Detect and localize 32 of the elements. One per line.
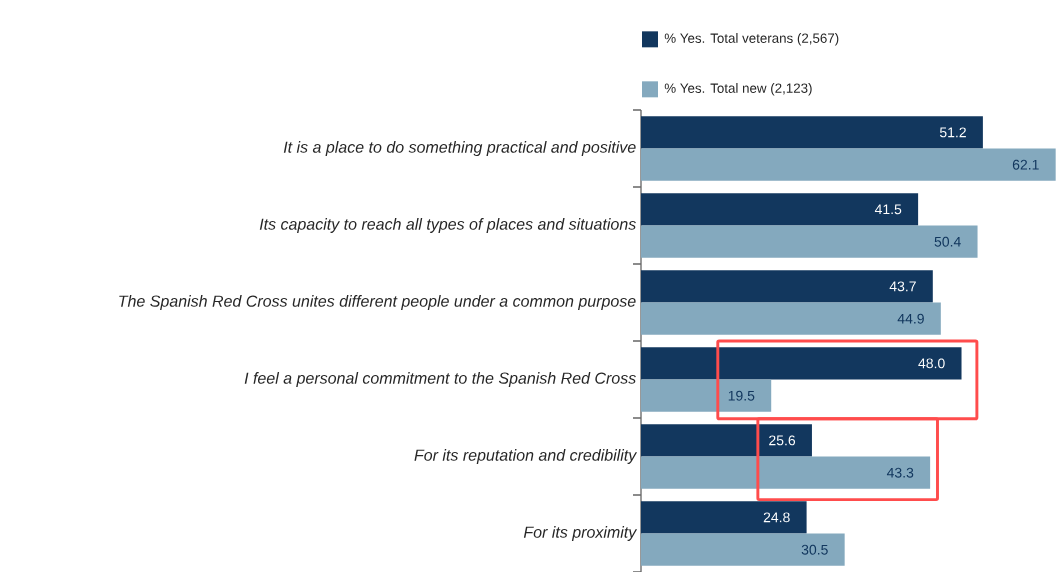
bar — [641, 424, 812, 457]
data-label: 62.1 — [1012, 159, 1039, 170]
data-label: 48.0 — [918, 358, 945, 369]
bar — [641, 270, 933, 303]
data-label: 19.5 — [728, 390, 755, 401]
bar — [641, 501, 807, 534]
bar — [641, 533, 845, 566]
y-tick-label: It is a place to do something practical and positive — [283, 141, 636, 156]
y-tick-label: I feel a personal commitment to the Spanish Red Cross — [244, 372, 636, 387]
bar — [641, 302, 941, 335]
data-label: 41.5 — [874, 204, 902, 215]
data-label: 50.4 — [934, 236, 961, 247]
bar — [641, 193, 919, 226]
data-label: 44.9 — [897, 313, 924, 324]
bar — [641, 116, 983, 149]
y-tick-label: For its reputation and credibility — [414, 449, 638, 464]
bar — [641, 225, 978, 258]
data-label: 30.5 — [801, 544, 828, 555]
legend-label: % Yes. Total new (2,123) — [664, 83, 812, 96]
y-tick-label: The Spanish Red Cross unites different people under a common purpose — [119, 295, 636, 310]
bar — [641, 379, 772, 412]
bar — [641, 456, 931, 489]
data-label: 43.7 — [889, 281, 916, 292]
data-label: 25.6 — [769, 435, 796, 446]
y-tick-label: For its proximity — [523, 526, 638, 541]
data-label: 24.8 — [763, 512, 790, 523]
y-tick-label: Its capacity to reach all types of places and situations — [259, 218, 636, 233]
bar — [641, 148, 1056, 181]
data-label: 43.3 — [886, 467, 914, 478]
data-label: 51.2 — [939, 127, 966, 138]
legend-label: % Yes. Total veterans (2,567) — [664, 33, 839, 46]
bar — [641, 347, 962, 380]
